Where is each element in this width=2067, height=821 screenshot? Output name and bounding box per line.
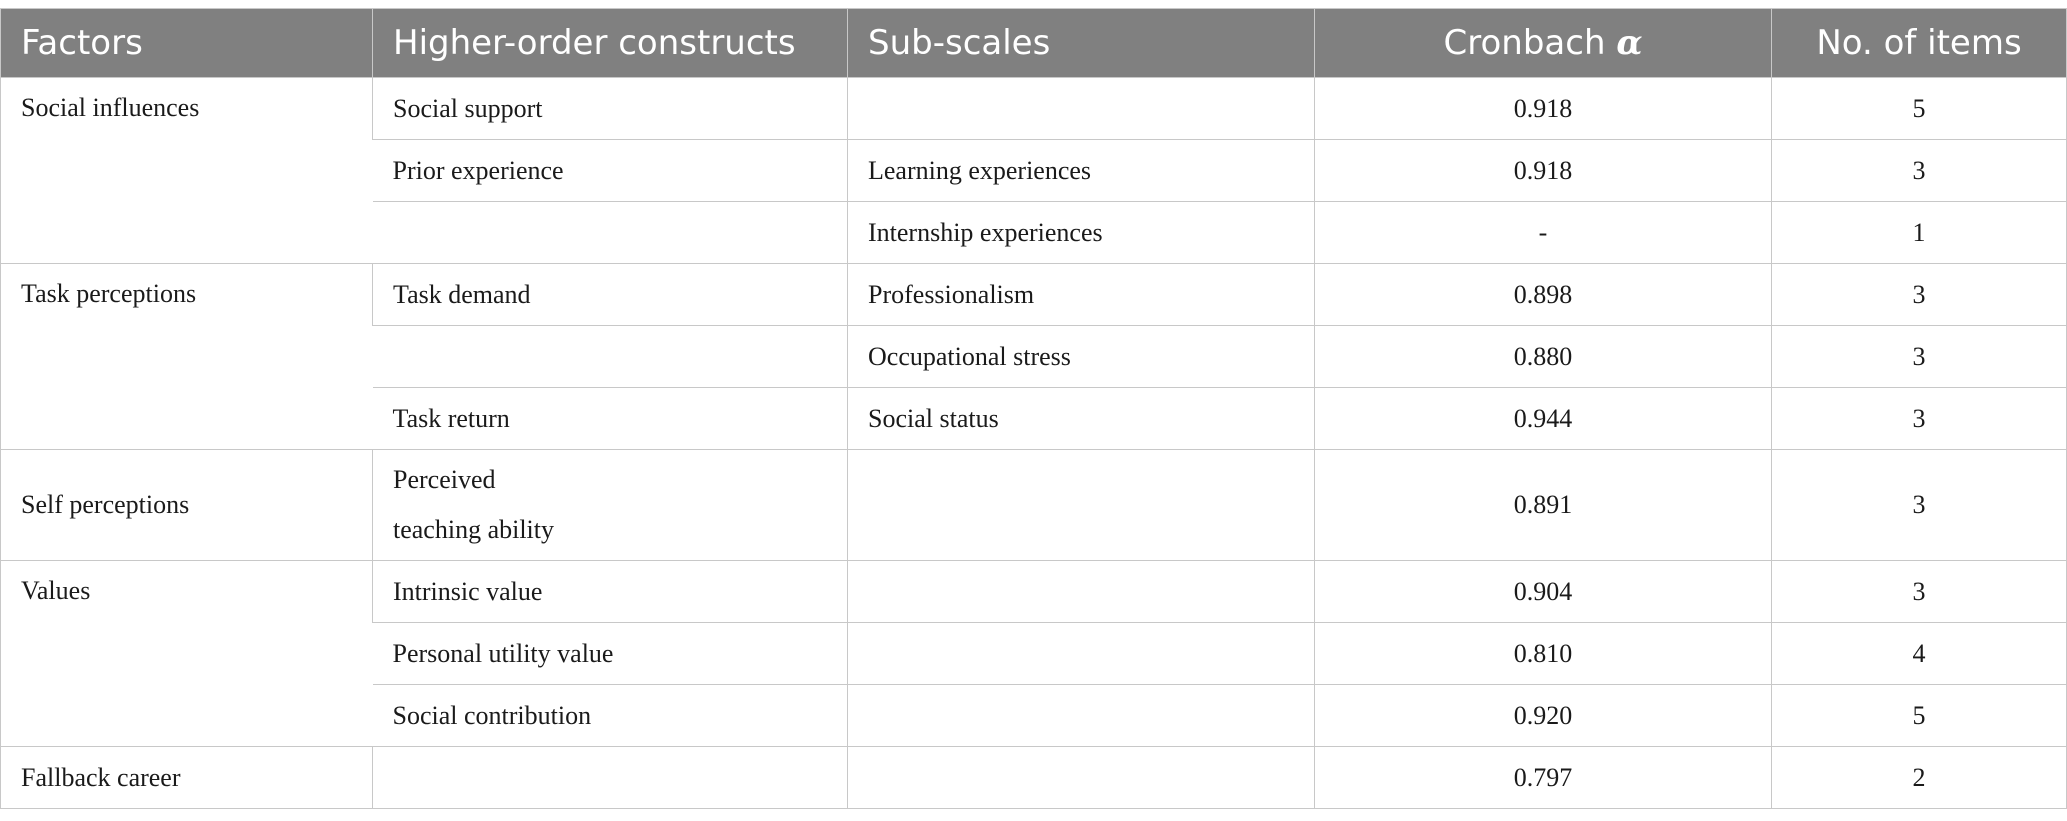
header-row: Factors Higher-order constructs Sub-scal…: [0, 8, 2067, 78]
items-cell: 1: [1771, 201, 2067, 264]
alpha-cell: 0.918: [1314, 139, 1772, 202]
construct-cell: Prior experience: [372, 139, 848, 202]
construct-cell: [372, 201, 848, 264]
subscale-cell: Internship experiences: [847, 201, 1315, 264]
subscale-cell: [847, 684, 1315, 747]
subscale-cell: [847, 77, 1315, 140]
factor-cell: Fallback career: [0, 746, 373, 809]
header-cronbach-alpha: Cronbach α: [1314, 8, 1772, 78]
construct-cell: Perceived teaching ability: [372, 449, 848, 561]
construct-line-1: Perceived: [393, 465, 496, 494]
table-row: Social influences Social support 0.918 5: [0, 77, 2067, 264]
reliability-table: Factors Higher-order constructs Sub-scal…: [0, 8, 2067, 809]
items-cell: 3: [1771, 387, 2067, 450]
subscale-cell: [847, 622, 1315, 685]
table-row: Personal utility value 0.810 4: [1, 622, 2067, 685]
items-cell: 3: [1771, 263, 2067, 326]
subscale-cell: Occupational stress: [847, 325, 1315, 388]
table-row: Values Intrinsic value 0.904 3: [0, 560, 2067, 747]
alpha-symbol: α: [1616, 23, 1643, 63]
table-row: Social contribution 0.920 5: [1, 684, 2067, 747]
subscale-cell: Social status: [847, 387, 1315, 450]
header-higher-order-constructs: Higher-order constructs: [372, 8, 848, 78]
alpha-cell: -: [1314, 201, 1772, 264]
table-row: Fallback career 0.797 2: [0, 746, 2067, 809]
items-cell: 5: [1771, 77, 2067, 140]
items-cell: 3: [1771, 560, 2067, 623]
construct-cell: Social support: [372, 77, 848, 140]
alpha-cell: 0.891: [1314, 449, 1772, 561]
items-cell: 3: [1771, 325, 2067, 388]
table-row: Self perceptions Perceived teaching abili…: [0, 449, 2067, 561]
items-cell: 5: [1771, 684, 2067, 747]
alpha-cell: 0.810: [1314, 622, 1772, 685]
items-cell: 4: [1771, 622, 2067, 685]
subscale-cell: Learning experiences: [847, 139, 1315, 202]
header-no-of-items: No. of items: [1771, 8, 2067, 78]
factor-cell: Task perceptions: [0, 263, 373, 450]
subscale-cell: [847, 449, 1315, 561]
table-header: Factors Higher-order constructs Sub-scal…: [0, 8, 2067, 78]
construct-cell: Intrinsic value: [372, 560, 848, 623]
construct-cell: [372, 325, 848, 388]
construct-cell: Task demand: [372, 263, 848, 326]
construct-cell: Social contribution: [372, 684, 848, 747]
header-cronbach-label: Cronbach: [1443, 23, 1606, 63]
table-row: Prior experience Learning experiences 0.…: [1, 139, 2067, 202]
construct-cell: Task return: [372, 387, 848, 450]
construct-line-2: teaching ability: [393, 515, 555, 544]
header-factors: Factors: [0, 8, 373, 78]
subscale-cell: [847, 746, 1315, 809]
items-cell: 2: [1771, 746, 2067, 809]
alpha-cell: 0.918: [1314, 77, 1772, 140]
factor-cell: Values: [0, 560, 373, 747]
subscale-cell: [847, 560, 1315, 623]
alpha-cell: 0.880: [1314, 325, 1772, 388]
construct-cell: [372, 746, 848, 809]
items-cell: 3: [1771, 139, 2067, 202]
construct-cell: Personal utility value: [372, 622, 848, 685]
table-row: Occupational stress 0.880 3: [1, 325, 2067, 388]
table-body: Social influences Social support 0.918 5…: [0, 77, 2067, 809]
table-row: Task perceptions Task demand Professiona…: [0, 263, 2067, 450]
items-cell: 3: [1771, 449, 2067, 561]
reliability-table-container: Factors Higher-order constructs Sub-scal…: [0, 8, 2067, 809]
table-row: Task return Social status 0.944 3: [1, 387, 2067, 450]
alpha-cell: 0.944: [1314, 387, 1772, 450]
alpha-cell: 0.898: [1314, 263, 1772, 326]
alpha-cell: 0.797: [1314, 746, 1772, 809]
alpha-cell: 0.920: [1314, 684, 1772, 747]
factor-cell: Social influences: [0, 77, 373, 264]
subscale-cell: Professionalism: [847, 263, 1315, 326]
header-sub-scales: Sub-scales: [847, 8, 1315, 78]
alpha-cell: 0.904: [1314, 560, 1772, 623]
factor-cell: Self perceptions: [0, 449, 373, 561]
table-row: Internship experiences - 1: [1, 201, 2067, 264]
